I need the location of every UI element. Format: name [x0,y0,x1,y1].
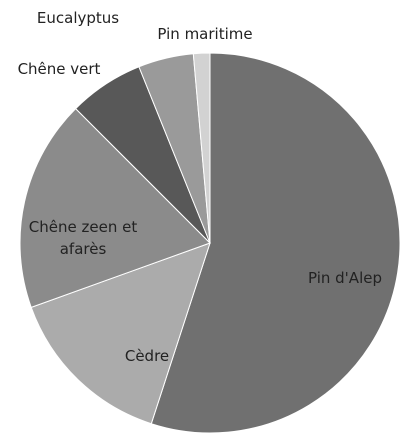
pie-slice [192,52,211,244]
slice-label: Pin d'Alep [308,269,382,287]
slice-label: Pin maritime [157,25,253,43]
slice-label: Eucalyptus [36,9,120,27]
slice-label: Chêne zeen et afarès [28,218,138,258]
pie-slice [150,52,401,434]
slice-label: Chêne vert [17,60,101,78]
pie-slice [30,242,211,425]
pie-slice [19,107,211,308]
slice-label: Cèdre [124,347,170,365]
